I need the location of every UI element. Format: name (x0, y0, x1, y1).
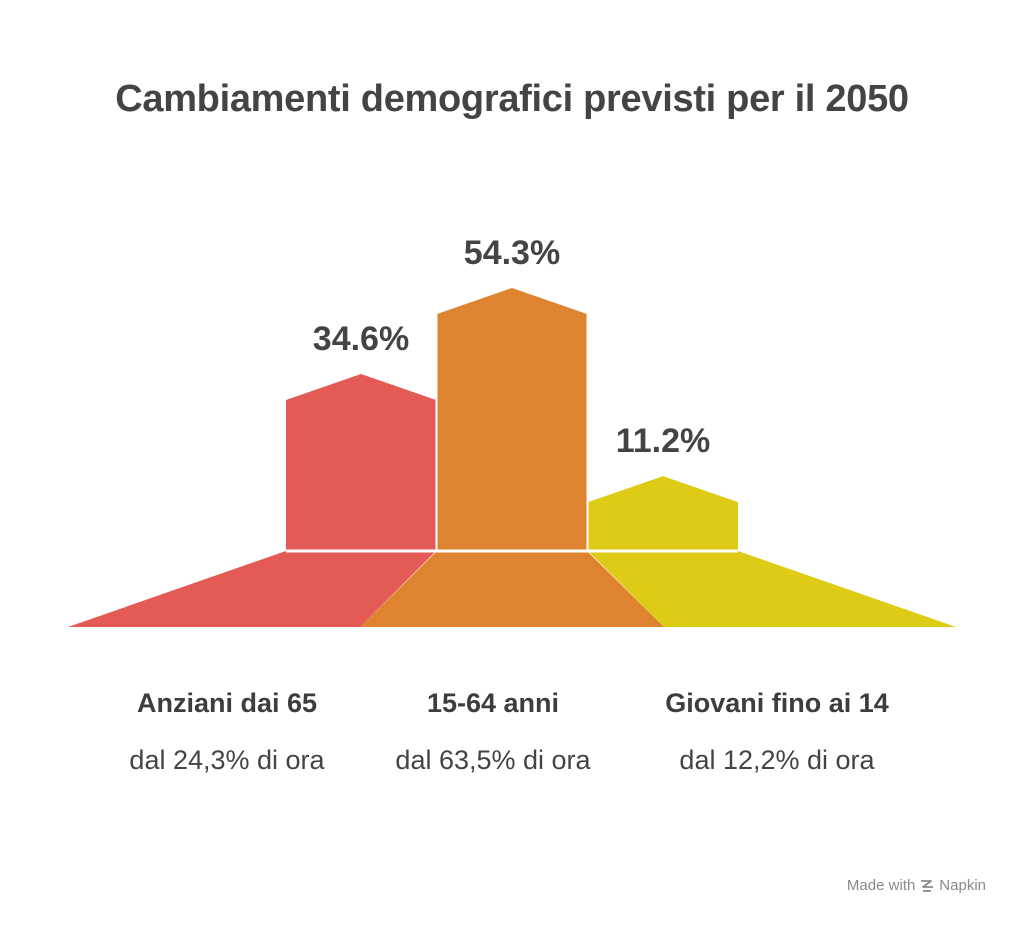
value-label-elderly: 34.6% (313, 320, 409, 358)
base-young (588, 551, 956, 627)
footer-brand: Napkin (939, 877, 986, 894)
category-label-young: Giovani fino ai 14 (665, 688, 889, 718)
napkin-logo-icon (921, 879, 934, 892)
bar-elderly (286, 373, 436, 551)
footer-made-with: Made with (846, 877, 916, 894)
base-elderly (68, 551, 436, 627)
footer-attribution: Made with Napkin (847, 877, 986, 894)
category-label-working-age: 15-64 anni (426, 688, 560, 718)
value-label-working-age: 54.3% (464, 234, 560, 272)
bar-young (588, 476, 738, 551)
category-subtitle-elderly: dal 24,3% di ora (129, 745, 325, 775)
category-label-elderly: Anziani dai 65 (136, 688, 318, 718)
base-working-age (360, 551, 664, 627)
chart-title: Cambiamenti demografici previsti per il … (115, 78, 909, 120)
category-subtitle-working-age: dal 63,5% di ora (395, 745, 591, 775)
bar-working-age (437, 287, 587, 551)
category-subtitle-young: dal 12,2% di ora (679, 745, 875, 775)
value-label-young: 11.2% (616, 422, 711, 460)
